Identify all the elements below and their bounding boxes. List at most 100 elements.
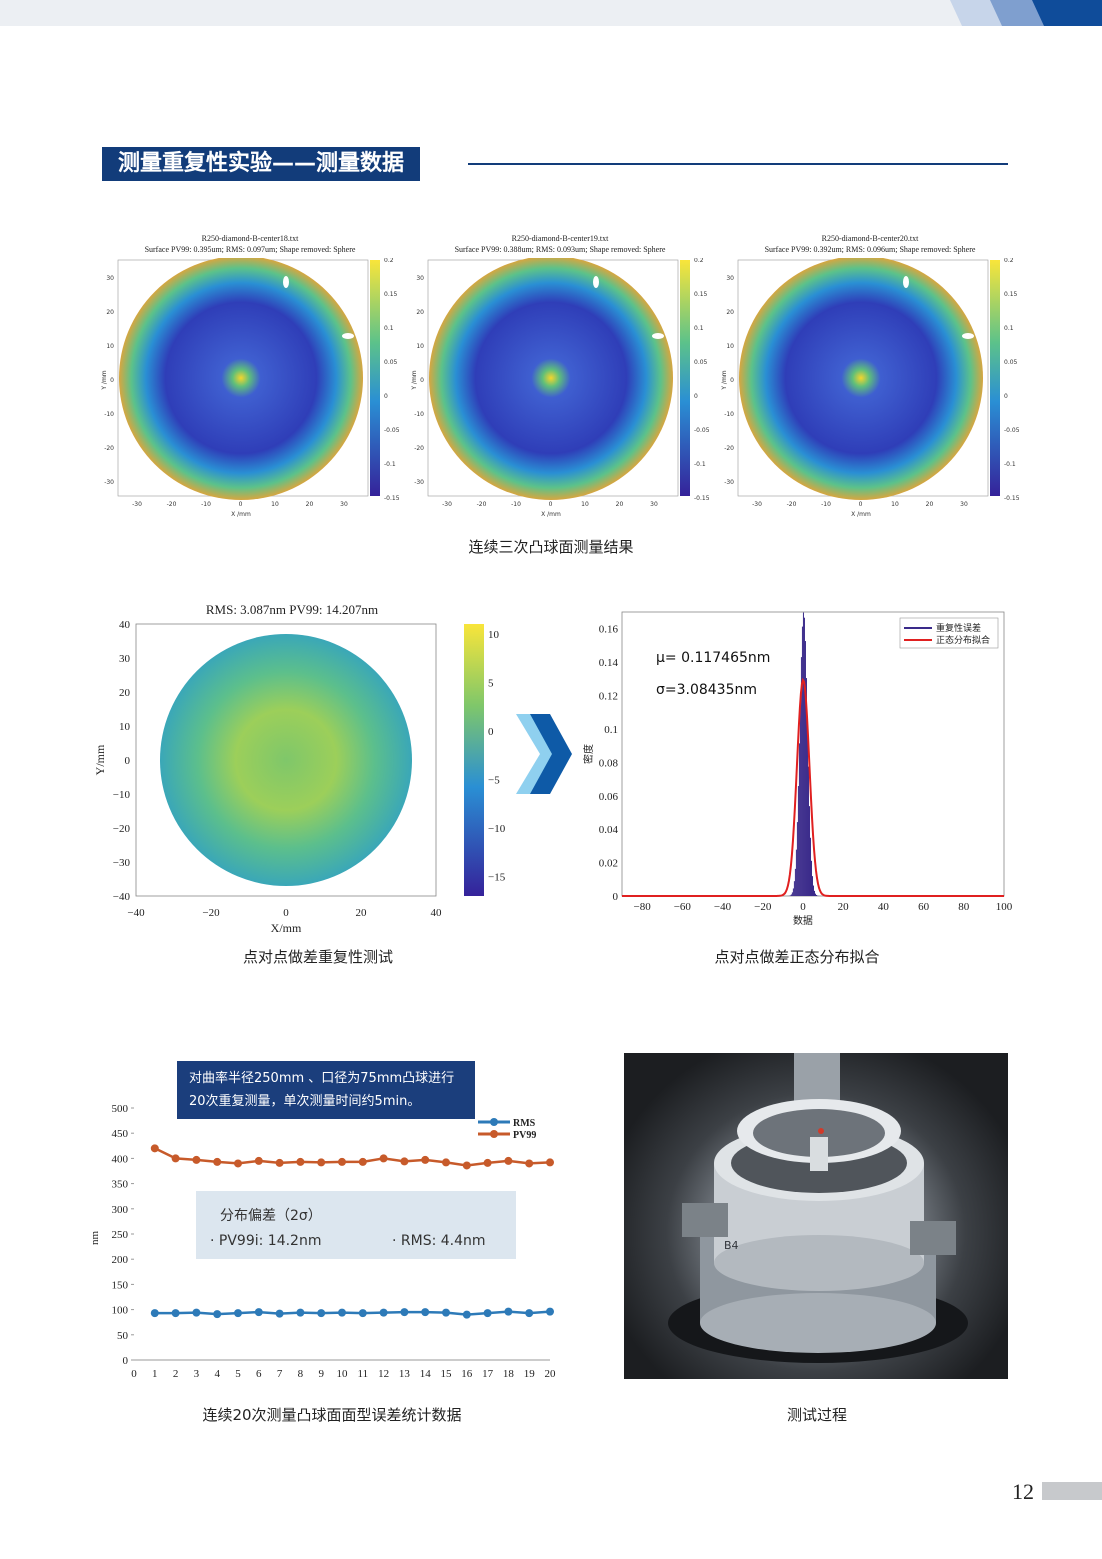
dropout-mark	[903, 276, 909, 288]
mu-value: μ= 0.117465nm	[656, 650, 770, 666]
histogram-bar	[809, 837, 811, 896]
y-tick: -20	[724, 445, 734, 452]
x-tick: -10	[821, 501, 831, 508]
histogram-bar	[791, 892, 793, 896]
stats-pv: · PV99i: 14.2nm	[210, 1233, 322, 1249]
histogram-bar	[815, 893, 817, 896]
y-tick: 20	[119, 687, 131, 699]
histogram-bar	[794, 868, 796, 896]
y-tick: 50	[117, 1330, 129, 1342]
surface-map-1: R250-diamond-B-center18.txt Surface PV99:…	[100, 228, 400, 523]
point-rms	[504, 1307, 513, 1316]
y-tick: 200	[112, 1254, 129, 1266]
legend-box	[899, 617, 999, 649]
y-axis-label: Y /mm	[721, 370, 728, 390]
x-axis-label: X /mm	[541, 511, 561, 518]
histogram-bar	[798, 743, 800, 896]
x-tick: 0	[239, 501, 243, 508]
y-axis-label: 密度	[582, 744, 595, 764]
point-rms	[150, 1309, 159, 1318]
colorbar-tick: -0.1	[384, 461, 396, 468]
colorbar-tick: −15	[488, 872, 506, 884]
colorbar-tick: -0.15	[384, 495, 400, 502]
x-tick: -10	[201, 501, 211, 508]
surface-map-2: R250-diamond-B-center19.txt Surface PV99:…	[410, 228, 710, 523]
histogram-bar	[795, 849, 797, 896]
colorbar-tick: 0.2	[1004, 258, 1014, 264]
colorbar-tick: -0.1	[1004, 461, 1016, 468]
y-axis-label: Y /mm	[411, 370, 418, 390]
legend-label: 正态分布拟合	[936, 634, 990, 646]
dropout-mark	[283, 276, 289, 288]
map-summary: Surface PV99: 0.392um; RMS: 0.096um; Sha…	[764, 245, 976, 254]
x-tick: −40	[127, 907, 145, 919]
y-tick: 0.16	[599, 624, 619, 636]
x-tick: 5	[235, 1368, 241, 1380]
point-pv99	[296, 1157, 305, 1166]
surface-map-3: R250-diamond-B-center20.txt Surface PV99:…	[720, 228, 1020, 523]
map-summary: Surface PV99: 0.395um; RMS: 0.097um; Sha…	[144, 245, 356, 254]
y-tick: 0.04	[599, 824, 619, 836]
y-tick: 10	[416, 343, 424, 350]
x-tick: 20	[838, 901, 850, 913]
y-tick: 10	[119, 721, 131, 733]
point-rms	[234, 1309, 242, 1318]
y-tick: 150	[112, 1279, 129, 1291]
caption-maps: 连续三次凸球面测量结果	[468, 538, 634, 556]
page-bar	[1042, 1482, 1102, 1500]
x-tick: 6	[256, 1368, 262, 1380]
x-tick: 0	[131, 1368, 137, 1380]
y-tick: 20	[726, 309, 734, 316]
legend-label: RMS	[513, 1118, 536, 1129]
y-tick: 300	[112, 1204, 129, 1216]
x-tick: −40	[714, 901, 732, 913]
map-title: R250-diamond-B-center20.txt	[821, 234, 919, 243]
page-number: 12	[1012, 1479, 1034, 1504]
point-pv99	[213, 1157, 222, 1166]
histogram-bar	[808, 806, 810, 896]
x-tick: 0	[283, 907, 289, 919]
y-tick: 40	[119, 619, 131, 631]
caption-diff: 点对点做差重复性测试	[242, 948, 393, 966]
x-tick: −60	[674, 901, 692, 913]
y-tick: 20	[416, 309, 424, 316]
x-tick: 1	[152, 1368, 158, 1380]
x-tick: 30	[340, 501, 348, 508]
histogram-chart: 0.16 0.14 0.12 0.1 0.08 0.06 0.04 0.02 0 −80 −60 −4…	[582, 611, 1013, 927]
surface-disc	[119, 258, 363, 500]
x-tick: 10	[271, 501, 279, 508]
point-pv99	[192, 1155, 201, 1164]
x-tick: -20	[477, 501, 487, 508]
colorbar-tick: 5	[488, 678, 494, 690]
point-rms	[462, 1310, 471, 1319]
x-tick: 14	[420, 1368, 432, 1380]
x-tick: -20	[167, 501, 177, 508]
histogram-bar	[816, 894, 818, 896]
x-axis-label: X /mm	[231, 511, 251, 518]
point-rms	[483, 1309, 492, 1318]
y-axis-label: nm	[89, 1231, 101, 1246]
map-title: R250-diamond-B-center19.txt	[511, 234, 609, 243]
x-tick: 10	[337, 1368, 349, 1380]
histogram-bar	[797, 786, 799, 896]
y-tick: 30	[119, 653, 131, 665]
y-tick: 0	[730, 377, 734, 384]
point-pv99	[171, 1154, 180, 1163]
legend-label: PV99	[513, 1130, 536, 1141]
map-plot: 0.2 0.15 0.1 0.05 0 -0.05 -0.1 -0.15 -30 -20 -10 0 1…	[101, 258, 400, 518]
histogram-bar	[806, 722, 808, 896]
x-tick: −20	[754, 901, 772, 913]
colorbar-tick: 0.15	[384, 291, 398, 298]
x-tick: 0	[859, 501, 863, 508]
x-tick: 20	[306, 501, 314, 508]
point-pv99	[317, 1158, 326, 1167]
point-rms	[338, 1308, 346, 1317]
x-tick: 10	[891, 501, 899, 508]
colorbar-tick: 10	[488, 629, 500, 641]
colorbar-tick: −10	[488, 823, 506, 835]
point-pv99	[234, 1159, 242, 1168]
colorbar-tick: 0.15	[1004, 291, 1018, 298]
point-rms	[379, 1308, 388, 1317]
stats-title: 分布偏差（2σ）	[220, 1208, 322, 1224]
legend-marker	[490, 1118, 498, 1126]
